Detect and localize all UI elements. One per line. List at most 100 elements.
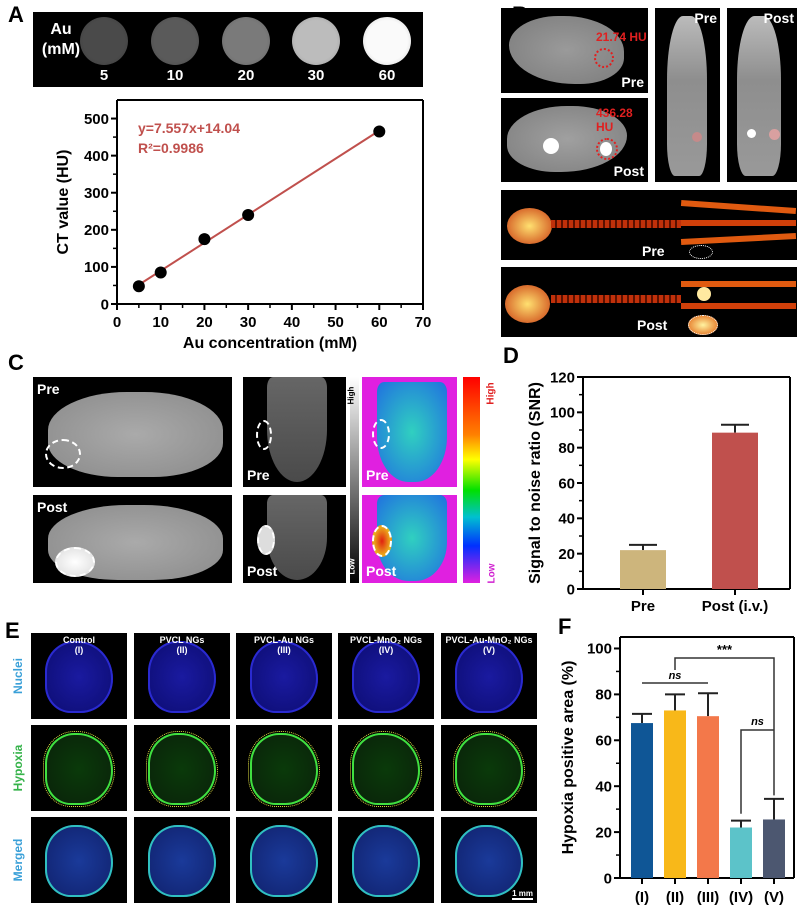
label-pre: Pre: [37, 381, 60, 397]
colorbar-low-label: Low: [347, 558, 357, 575]
x-tick-label: (V): [764, 889, 784, 906]
x-axis-label: Au concentration (mM): [183, 335, 357, 352]
y-tick-label: 0: [101, 296, 109, 313]
ct-transverse-pre: 21.74 HU Pre: [501, 8, 648, 93]
y-tick-label: 100: [84, 259, 109, 276]
label-post: Post: [247, 563, 278, 579]
fluorescence-image: 1 mm: [441, 817, 537, 903]
row-label-merged: Merged: [11, 838, 25, 882]
bar: [763, 819, 785, 878]
column-label: PVCL-Au NGs (III): [236, 635, 332, 655]
tumor-roi-circle: [594, 48, 614, 68]
fluorescence-image: [236, 725, 332, 811]
phantom-tube: [80, 17, 128, 65]
data-point: [373, 125, 386, 138]
fluorescence-image: [236, 817, 332, 903]
phantom-tube: [151, 17, 199, 65]
bar: [631, 723, 653, 878]
group-name: PVCL-Au NGs: [253, 635, 314, 645]
hu-value-post: 436.28 HU: [596, 106, 633, 134]
label-post: Post: [763, 10, 794, 26]
column-label: PVCL NGs (II): [134, 635, 230, 655]
y-axis-label: Signal to noise ratio (SNR): [527, 382, 544, 584]
x-tick-label: (I): [635, 889, 649, 906]
tumor-roi-circle: [372, 525, 392, 557]
fluorescence-image: [134, 817, 230, 903]
column-label: PVCL-Au-MnO₂ NGs (V): [441, 635, 537, 655]
y-tick-label: 40: [595, 778, 612, 795]
snr-bar-chart: 0 20 40 60 80 100 120 Signal to noise ratio (SN…: [527, 369, 791, 615]
ct-transverse-post: 436.28 HU Post: [501, 98, 648, 182]
column-label: Control (I): [31, 635, 127, 655]
fluorescence-image: PVCL-MnO₂ NGs (IV): [338, 633, 434, 719]
fluorescence-image: [31, 817, 127, 903]
fluorescence-image: [441, 725, 537, 811]
tumor-roi-circle: [596, 138, 618, 160]
mri-coronal-pre: Pre: [243, 377, 346, 487]
y-tick-label: 20: [595, 824, 612, 841]
ct-3d-render-post: Post: [501, 267, 797, 337]
panel-label-a: A: [8, 2, 24, 27]
ct-coronal-pre: Pre: [655, 8, 720, 182]
fluorescence-image: PVCL NGs (II): [134, 633, 230, 719]
mri-pseudocolor-post: Post: [362, 495, 457, 583]
y-tick-label: 400: [84, 148, 109, 165]
y-tick-label: 200: [84, 222, 109, 239]
fluorescence-image: [31, 725, 127, 811]
fluorescence-image: PVCL-Au-MnO₂ NGs (V): [441, 633, 537, 719]
data-point: [154, 266, 167, 279]
y-axis-label: CT value (HU): [55, 150, 72, 255]
ct-3d-render-pre: Pre: [501, 190, 797, 260]
panel-label-c: C: [8, 350, 24, 375]
fit-equation-annotation: y=7.557x+14.04: [138, 120, 240, 136]
group-numeral: (V): [483, 645, 495, 655]
x-tick-label: 60: [371, 314, 388, 331]
x-tick-label: 50: [327, 314, 344, 331]
hypoxia-bar-chart: 0 20 40 60 80 100 Hypoxia positive area (%) (I)…: [560, 636, 795, 906]
label-post: Post: [613, 163, 644, 179]
colorbar-high-label: High: [485, 382, 497, 405]
y-tick-label: 100: [587, 641, 612, 658]
colorbar-high-label: High: [346, 386, 356, 405]
label-pre: Pre: [642, 243, 665, 259]
group-name: Control: [63, 635, 95, 645]
fit-line: [138, 129, 380, 286]
x-tick-label: (III): [697, 889, 720, 906]
ct-coronal-post: Post: [727, 8, 797, 182]
concentration-label: 30: [307, 67, 325, 84]
group-numeral: (IV): [378, 645, 394, 655]
concentration-label: 10: [166, 67, 184, 84]
label-post: Post: [637, 317, 668, 333]
x-tick-label: 10: [152, 314, 169, 331]
panel-label-d: D: [503, 343, 519, 368]
group-numeral: (III): [277, 645, 291, 655]
data-point: [242, 208, 255, 221]
tumor-roi-circle: [689, 245, 713, 259]
y-tick-label: 0: [567, 581, 575, 598]
y-tick-label: 120: [550, 369, 575, 386]
tumor-roi-circle: [257, 525, 275, 555]
y-tick-label: 20: [558, 546, 575, 563]
mri-pseudocolor-pre: Pre: [362, 377, 457, 487]
tumor-roi-circle: [372, 419, 390, 449]
concentration-label: 60: [378, 67, 396, 84]
phantom-title-unit: (mM): [41, 41, 81, 58]
tumor-roi-circle: [55, 547, 95, 577]
group-name: PVCL-MnO₂ NGs: [350, 635, 422, 645]
ct-calibration-chart: 0 100 200 300 400 500 CT value (HU) 0 10 20 30 40 50…: [55, 99, 431, 352]
tumor-roi-circle: [688, 315, 718, 335]
phantom-tube: [292, 17, 340, 65]
x-tick-label: 20: [196, 314, 213, 331]
y-tick-label: 60: [595, 733, 612, 750]
group-name: PVCL NGs: [159, 635, 205, 645]
bar: [730, 827, 752, 878]
scale-bar: 1 mm: [512, 889, 533, 900]
significance-bracket: [674, 657, 775, 796]
y-tick-label: 80: [558, 440, 575, 457]
tumor-roi-circle: [45, 439, 81, 469]
panel-label-e: E: [5, 618, 20, 643]
significance-label: ***: [717, 642, 733, 657]
rainbow-colorbar: [463, 377, 480, 583]
label-post: Post: [366, 563, 397, 579]
x-tick-label: (IV): [729, 889, 753, 906]
